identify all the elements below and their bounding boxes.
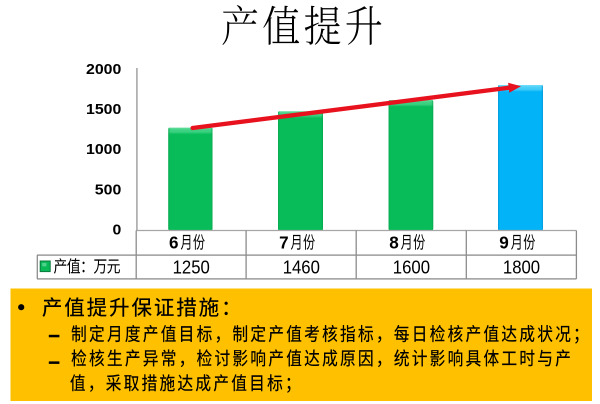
- svg-text:8: 8: [389, 233, 399, 253]
- svg-text:1600: 1600: [393, 256, 430, 277]
- svg-text:0: 0: [113, 223, 122, 239]
- svg-text:1000: 1000: [86, 142, 121, 158]
- svg-text:2000: 2000: [86, 62, 121, 78]
- svg-text:1500: 1500: [86, 102, 121, 118]
- svg-text:1460: 1460: [283, 256, 320, 277]
- svg-text:1250: 1250: [173, 256, 210, 277]
- svg-text:7: 7: [279, 233, 289, 253]
- svg-text:500: 500: [95, 182, 122, 198]
- svg-text:1800: 1800: [503, 256, 540, 277]
- svg-text:9: 9: [499, 233, 509, 253]
- svg-text:6: 6: [169, 233, 179, 253]
